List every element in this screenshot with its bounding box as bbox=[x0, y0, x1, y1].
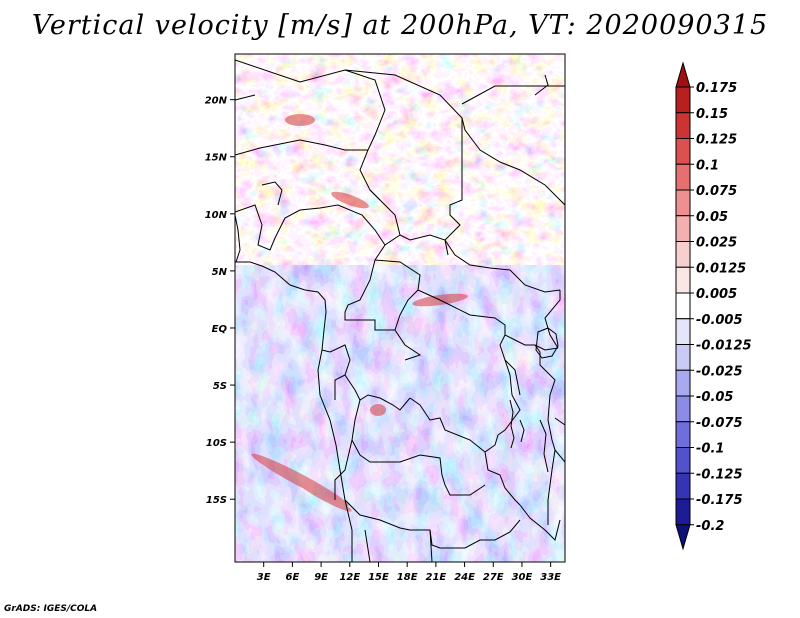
colorbar-level-label: 0.005 bbox=[696, 287, 737, 302]
lon-tick-label: 33E bbox=[540, 572, 561, 583]
coastline bbox=[235, 214, 353, 562]
colorbar-level-label: 0.0125 bbox=[696, 261, 746, 276]
lat-tick-label: EQ bbox=[212, 324, 228, 335]
chart-title: Vertical velocity [m/s] at 200hPa, VT: 2… bbox=[31, 10, 769, 41]
colorbar-swatch-4 bbox=[675, 163, 691, 191]
colorbar-swatch-15 bbox=[675, 447, 691, 474]
colorbar-level-label: -0.1 bbox=[696, 442, 724, 457]
colorbar-swatch-7 bbox=[675, 241, 691, 268]
colorbar-level-label: 0.025 bbox=[696, 236, 737, 251]
colorbar-level-label: -0.05 bbox=[696, 390, 733, 405]
latitude-labels: 20N 15N 10N 5N EQ 5S 10S 15S bbox=[205, 96, 228, 507]
lat-tick-label: 15S bbox=[206, 495, 227, 506]
colorbar-level-label: -0.125 bbox=[696, 467, 743, 482]
colorbar-level-label: 0.1 bbox=[696, 158, 719, 173]
lakes bbox=[509, 327, 559, 473]
longitude-labels: 3E 6E 9E 12E 15E 18E 21E 24E 27E 30E 33E bbox=[257, 572, 561, 583]
colorbar-level-label: 0.175 bbox=[696, 81, 737, 96]
colorbar-swatch-17 bbox=[675, 498, 691, 526]
lat-tick-label: 20N bbox=[205, 96, 228, 107]
colorbar-swatch-8 bbox=[675, 266, 691, 294]
colorbar-level-label: -0.075 bbox=[696, 416, 743, 431]
lon-tick-label: 21E bbox=[425, 572, 446, 583]
strong-ascent-streaks bbox=[251, 114, 468, 512]
colorbar-swatch-14 bbox=[675, 421, 691, 448]
colorbar-swatch-2 bbox=[675, 112, 691, 139]
colorbar-swatch-1 bbox=[675, 86, 691, 114]
colorbar-swatch-13 bbox=[675, 395, 691, 423]
lon-tick-label: 30E bbox=[512, 572, 533, 583]
colorbar-level-label: -0.2 bbox=[696, 519, 724, 534]
axis-ticks bbox=[230, 99, 552, 567]
colorbar-swatch-5 bbox=[675, 189, 691, 217]
colorbar-swatch-16 bbox=[675, 472, 691, 500]
lat-tick-label: 10N bbox=[205, 210, 228, 221]
colorbar-level-label: -0.025 bbox=[696, 364, 743, 379]
lon-tick-label: 18E bbox=[397, 572, 418, 583]
colorbar-level-label: -0.0125 bbox=[696, 339, 752, 354]
colorbar-level-label: -0.005 bbox=[696, 313, 743, 328]
colorbar-swatch-3 bbox=[675, 138, 691, 165]
colorbar-bottom-arrow bbox=[675, 524, 691, 551]
colorbar-top-arrow bbox=[675, 61, 691, 88]
lon-tick-label: 6E bbox=[285, 572, 299, 583]
footer-credit: GrADS: IGES/COLA bbox=[4, 604, 98, 614]
colorbar-level-label: 0.075 bbox=[696, 184, 737, 199]
map-frame bbox=[234, 53, 566, 563]
colorbar-swatch-9 bbox=[675, 292, 691, 320]
lon-tick-label: 3E bbox=[257, 572, 271, 583]
lon-tick-label: 9E bbox=[314, 572, 328, 583]
colorbar-swatch-12 bbox=[675, 369, 691, 397]
lon-tick-label: 15E bbox=[368, 572, 389, 583]
colorbar-level-label: -0.175 bbox=[696, 493, 743, 508]
lon-tick-label: 27E bbox=[483, 572, 504, 583]
colorbar-level-label: 0.15 bbox=[696, 107, 728, 122]
colorbar-swatch-10 bbox=[675, 318, 691, 345]
lat-tick-label: 15N bbox=[205, 153, 228, 164]
colorbar: 0.175 0.15 0.125 0.1 0.075 0.05 0.025 0.0125 0.0… bbox=[675, 61, 752, 551]
lat-tick-label: 5S bbox=[213, 381, 227, 392]
lat-tick-label: 5N bbox=[212, 267, 228, 278]
country-borders bbox=[235, 59, 565, 562]
lon-tick-label: 24E bbox=[454, 572, 475, 583]
colorbar-swatch-11 bbox=[675, 344, 691, 371]
colorbar-swatch-6 bbox=[675, 215, 691, 242]
lat-tick-label: 10S bbox=[206, 438, 227, 449]
colorbar-level-label: 0.125 bbox=[696, 133, 737, 148]
vertical-velocity-field bbox=[235, 54, 565, 562]
lon-tick-label: 12E bbox=[339, 572, 360, 583]
colorbar-level-label: 0.05 bbox=[696, 210, 728, 225]
